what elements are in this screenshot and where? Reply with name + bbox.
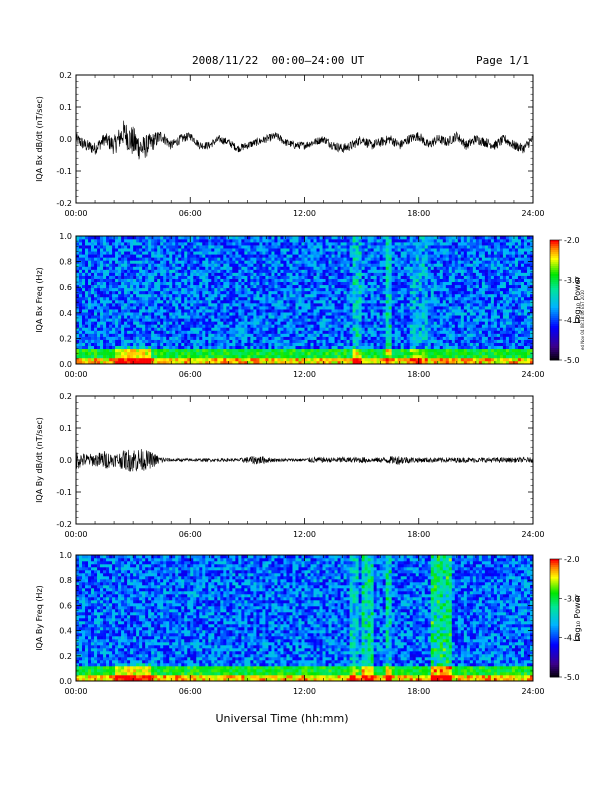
colorbar bbox=[549, 558, 562, 678]
colorbar-tick-label: -3.0 bbox=[564, 594, 580, 603]
y-tick-label: 0.6 bbox=[59, 283, 72, 292]
page-number: Page 1/1 bbox=[476, 54, 529, 67]
y-tick-label: 0.4 bbox=[59, 627, 72, 636]
timestamp-stamp: ed Nov 04 08:18:06 EST 2010 bbox=[580, 290, 585, 350]
x-tick-label: 12:00 bbox=[293, 530, 316, 539]
colorbar-label: Log₁₀ Power bbox=[573, 276, 582, 324]
y-tick-label: 0.8 bbox=[59, 258, 72, 267]
colorbar-tick-label: -3.0 bbox=[564, 276, 580, 285]
y-tick-label: 0.1 bbox=[59, 424, 72, 433]
y-tick-label: 0.8 bbox=[59, 576, 72, 585]
x-tick-label: 06:00 bbox=[179, 370, 202, 379]
y-tick-label: 0.2 bbox=[59, 71, 72, 80]
colorbar-frame bbox=[549, 558, 560, 678]
colorbar-tick-label: -5.0 bbox=[564, 673, 580, 682]
y-tick-label: 1.0 bbox=[59, 551, 72, 560]
x-tick-label: 12:00 bbox=[293, 209, 316, 218]
y-tick-label: 1.0 bbox=[59, 232, 72, 241]
x-tick-label: 00:00 bbox=[64, 687, 87, 696]
y-tick-label: -0.1 bbox=[56, 488, 72, 497]
panel-1 bbox=[75, 74, 534, 204]
x-tick-label: 00:00 bbox=[64, 370, 87, 379]
x-tick-label: 24:00 bbox=[521, 209, 544, 218]
y-axis-label: IQA Bx dB/dt (nT/sec) bbox=[35, 96, 44, 182]
y-axis-label: IQA Bx Freq (Hz) bbox=[35, 267, 44, 333]
y-tick-label: 0.2 bbox=[59, 392, 72, 401]
x-tick-label: 24:00 bbox=[521, 370, 544, 379]
x-tick-label: 00:00 bbox=[64, 209, 87, 218]
spectrogram-image bbox=[76, 236, 534, 365]
y-tick-label: 0.1 bbox=[59, 103, 72, 112]
x-tick-label: 18:00 bbox=[407, 209, 430, 218]
y-axis-label: IQA By dB/dt (nT/sec) bbox=[35, 417, 44, 503]
y-tick-label: 0.0 bbox=[59, 677, 72, 686]
y-tick-label: 0.0 bbox=[59, 360, 72, 369]
x-tick-label: 24:00 bbox=[521, 687, 544, 696]
data-trace bbox=[75, 120, 534, 160]
x-tick-label: 24:00 bbox=[521, 530, 544, 539]
panel-2 bbox=[75, 235, 562, 365]
x-tick-label: 12:00 bbox=[293, 370, 316, 379]
spectrogram-image bbox=[76, 555, 534, 682]
x-tick-label: 06:00 bbox=[179, 530, 202, 539]
x-tick-label: 06:00 bbox=[179, 687, 202, 696]
x-tick-label: 18:00 bbox=[407, 530, 430, 539]
y-tick-label: 0.0 bbox=[59, 456, 72, 465]
y-tick-label: -0.2 bbox=[56, 520, 72, 529]
x-tick-label: 00:00 bbox=[64, 530, 87, 539]
colorbar-tick-label: -2.0 bbox=[564, 236, 580, 245]
colorbar-label: Log₁₀ Power bbox=[573, 594, 582, 642]
y-tick-label: 0.2 bbox=[59, 334, 72, 343]
panel-4 bbox=[75, 554, 562, 682]
y-tick-label: 0.2 bbox=[59, 652, 72, 661]
colorbar-tick-label: -4.0 bbox=[564, 634, 580, 643]
panel-3 bbox=[75, 395, 534, 525]
y-tick-label: 0.6 bbox=[59, 601, 72, 610]
colorbar bbox=[549, 239, 562, 361]
colorbar-tick-label: -5.0 bbox=[564, 356, 580, 365]
x-axis-title: Universal Time (hh:mm) bbox=[216, 712, 349, 725]
y-tick-label: -0.2 bbox=[56, 199, 72, 208]
data-trace bbox=[75, 448, 534, 472]
colorbar-frame bbox=[549, 239, 560, 361]
y-tick-label: 0.4 bbox=[59, 309, 72, 318]
y-tick-label: -0.1 bbox=[56, 167, 72, 176]
x-tick-label: 18:00 bbox=[407, 370, 430, 379]
page-title: 2008/11/22 00:00–24:00 UT bbox=[192, 54, 365, 67]
x-tick-label: 12:00 bbox=[293, 687, 316, 696]
colorbar-tick-label: -2.0 bbox=[564, 555, 580, 564]
colorbar-tick-label: -4.0 bbox=[564, 316, 580, 325]
x-tick-label: 06:00 bbox=[179, 209, 202, 218]
y-tick-label: 0.0 bbox=[59, 135, 72, 144]
x-tick-label: 18:00 bbox=[407, 687, 430, 696]
y-axis-label: IQA By Freq (Hz) bbox=[35, 585, 44, 651]
